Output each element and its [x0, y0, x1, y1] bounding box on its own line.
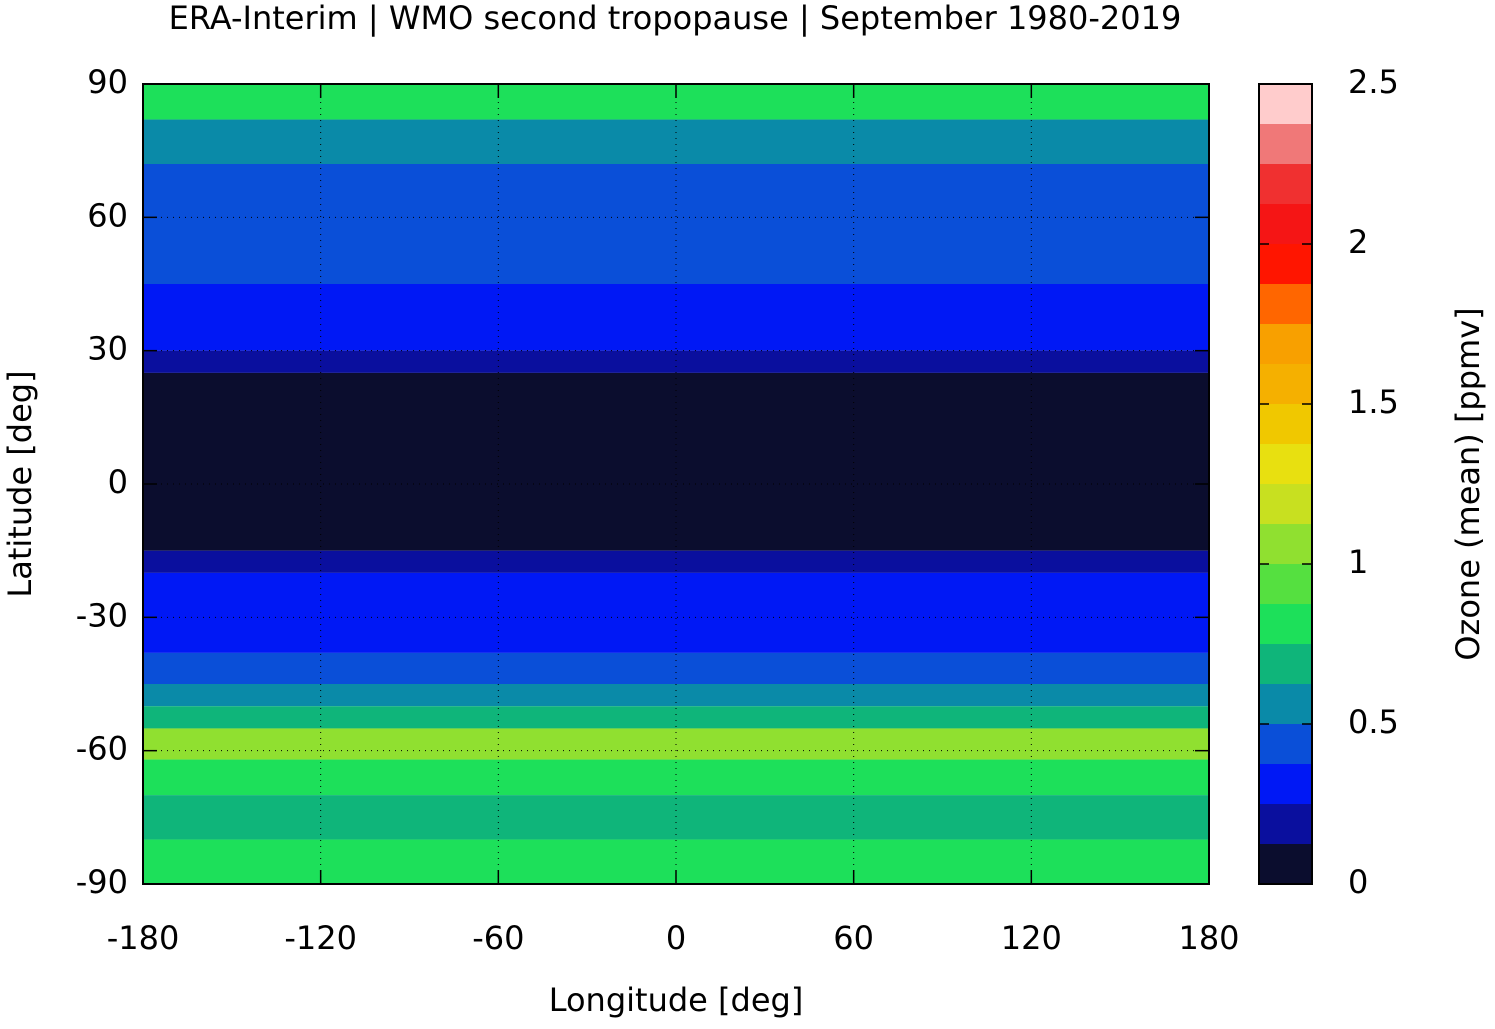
- y-tick-label: 0: [108, 463, 128, 501]
- colorbar-level: [1259, 124, 1312, 164]
- zonal-band: [143, 652, 1209, 684]
- colorbar-level: [1259, 524, 1312, 564]
- x-tick-label: 0: [666, 919, 686, 957]
- colorbar-level: [1259, 244, 1312, 284]
- zonal-band: [143, 759, 1209, 796]
- colorbar-tick-label: 0.5: [1348, 703, 1399, 741]
- colorbar-tick-label: 2: [1348, 223, 1368, 261]
- colorbar-level: [1259, 404, 1312, 444]
- colorbar-level: [1259, 484, 1312, 524]
- colorbar-level: [1259, 804, 1312, 844]
- colorbar-level: [1259, 604, 1312, 644]
- colorbar-level: [1259, 204, 1312, 244]
- x-axis-label: Longitude [deg]: [549, 981, 804, 1019]
- x-tick-label: -180: [107, 919, 180, 957]
- x-tick-label: 120: [1001, 919, 1062, 957]
- colorbar-label: Ozone (mean) [ppmv]: [1449, 307, 1487, 660]
- x-tick-label: 180: [1178, 919, 1239, 957]
- colorbar-tick-label: 2.5: [1348, 63, 1399, 101]
- zonal-band: [143, 164, 1209, 284]
- colorbar-level: [1259, 644, 1312, 684]
- colorbar-frame: [1258, 83, 1313, 885]
- colorbar-tick-label: 1: [1348, 543, 1368, 581]
- y-tick-label: -30: [76, 596, 128, 634]
- zonal-band: [143, 284, 1209, 351]
- zonal-band: [143, 550, 1209, 573]
- y-tick-label: -60: [76, 730, 128, 768]
- colorbar-level: [1259, 764, 1312, 804]
- colorbar-level: [1259, 844, 1312, 884]
- colorbar-tick-label: 0: [1348, 863, 1368, 901]
- x-tick-label: -120: [284, 919, 357, 957]
- colorbar-level: [1259, 364, 1312, 404]
- colorbar-tick-label: 1.5: [1348, 383, 1399, 421]
- x-tick-label: -60: [472, 919, 524, 957]
- zonal-band: [143, 795, 1209, 840]
- zonal-band: [143, 350, 1209, 373]
- colorbar-level: [1259, 444, 1312, 484]
- plot-frame: [142, 83, 1210, 885]
- colorbar-level: [1259, 324, 1312, 364]
- y-tick-label: -90: [76, 863, 128, 901]
- y-tick-label: 30: [87, 330, 128, 368]
- colorbar-level: [1259, 724, 1312, 764]
- colorbar-level: [1259, 84, 1312, 124]
- y-tick-label: 60: [87, 196, 128, 234]
- colorbar-level: [1259, 684, 1312, 724]
- chart-title: ERA-Interim | WMO second tropopause | Se…: [169, 0, 1182, 37]
- zonal-band: [143, 372, 1209, 551]
- colorbar-level: [1259, 564, 1312, 604]
- y-tick-label: 90: [87, 63, 128, 101]
- x-tick-label: 60: [833, 919, 874, 957]
- zonal-band: [143, 706, 1209, 729]
- colorbar-level: [1259, 164, 1312, 204]
- colorbar-level: [1259, 284, 1312, 324]
- y-axis-label: Latitude [deg]: [1, 370, 39, 597]
- zonal-band: [143, 684, 1209, 707]
